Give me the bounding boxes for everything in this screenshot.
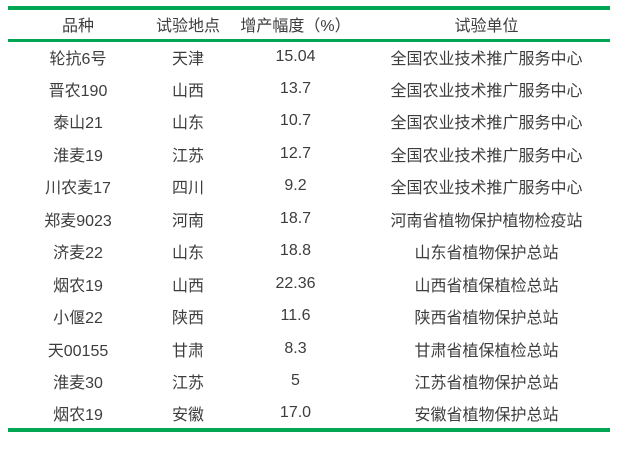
yield-increase-cell: 22.36	[275, 274, 316, 292]
column-header-location: 试验地点	[155, 18, 220, 36]
table-row: 晋农190 山西 13.7 全国农业技术推广服务中心	[8, 73, 610, 106]
variety-cell: 泰山21	[53, 115, 103, 133]
variety-cell: 烟农19	[53, 406, 103, 424]
header-row: 品种 试验地点 增产幅度（%） 试验单位	[8, 8, 610, 40]
table-row: 烟农19 安徽 17.0 安徽省植物保护总站	[8, 398, 610, 431]
variety-cell: 川农麦17	[45, 180, 111, 198]
location-cell: 江苏	[171, 147, 204, 165]
unit-cell: 河南省植物保护植物检疫站	[390, 212, 583, 230]
unit-cell: 安徽省植物保护总站	[414, 406, 559, 424]
column-header-yield-increase: 增产幅度（%）	[240, 18, 351, 36]
location-cell: 河南	[171, 212, 204, 230]
variety-cell: 郑麦9023	[44, 212, 112, 230]
table-row: 轮抗6号 天津 15.04 全国农业技术推广服务中心	[8, 40, 610, 73]
variety-cell: 轮抗6号	[49, 51, 107, 68]
unit-cell: 山东省植物保护总站	[414, 245, 559, 263]
yield-increase-cell: 18.7	[279, 209, 312, 227]
location-cell: 山东	[171, 245, 204, 263]
unit-cell: 陕西省植物保护总站	[414, 310, 559, 328]
location-cell: 天津	[171, 51, 204, 68]
variety-cell: 天00155	[47, 342, 109, 360]
table-header: 品种 试验地点 增产幅度（%） 试验单位	[8, 8, 610, 40]
yield-increase-cell: 5	[291, 372, 300, 390]
column-header-unit: 试验单位	[454, 18, 519, 36]
unit-cell: 全国农业技术推广服务中心	[390, 115, 583, 133]
yield-increase-cell: 13.7	[279, 79, 312, 97]
location-cell: 陕西	[171, 310, 204, 328]
unit-cell: 全国农业技术推广服务中心	[390, 147, 583, 165]
table-row: 天00155 甘肃 8.3 甘肃省植保植检总站	[8, 333, 610, 366]
table-row: 川农麦17 四川 9.2 全国农业技术推广服务中心	[8, 170, 610, 203]
yield-increase-cell: 18.8	[279, 242, 312, 260]
unit-cell: 全国农业技术推广服务中心	[390, 82, 583, 100]
location-cell: 江苏	[171, 375, 204, 393]
variety-cell: 济麦22	[53, 245, 103, 263]
table-row: 泰山21 山东 10.7 全国农业技术推广服务中心	[8, 105, 610, 138]
unit-cell: 全国农业技术推广服务中心	[390, 51, 583, 68]
variety-cell: 小偃22	[53, 310, 103, 328]
table-row: 淮麦30 江苏 5 江苏省植物保护总站	[8, 365, 610, 398]
unit-cell: 江苏省植物保护总站	[414, 375, 559, 393]
location-cell: 山西	[171, 82, 204, 100]
yield-increase-cell: 17.0	[279, 403, 312, 421]
location-cell: 山西	[171, 277, 204, 295]
location-cell: 安徽	[171, 406, 204, 424]
table-body: 轮抗6号 天津 15.04 全国农业技术推广服务中心 晋农190 山西 13.7 全国农业技术…	[8, 40, 610, 430]
variety-cell: 淮麦19	[53, 147, 103, 165]
yield-increase-cell: 9.2	[284, 177, 307, 195]
trial-results-table: 品种 试验地点 增产幅度（%） 试验单位 轮抗6号 天津 15.04 全国农业技术推广服务中…	[8, 6, 610, 432]
unit-cell: 山西省植保植检总站	[414, 277, 559, 295]
table-row: 济麦22 山东 18.8 山东省植物保护总站	[8, 235, 610, 268]
location-cell: 山东	[171, 115, 204, 133]
unit-cell: 全国农业技术推广服务中心	[390, 180, 583, 198]
yield-increase-cell: 15.04	[275, 48, 316, 65]
yield-increase-cell: 8.3	[284, 339, 307, 357]
table-row: 小偃22 陕西 11.6 陕西省植物保护总站	[8, 300, 610, 333]
variety-cell: 晋农190	[48, 82, 108, 100]
column-header-variety: 品种	[61, 18, 94, 36]
yield-increase-cell: 11.6	[280, 307, 311, 325]
table-row: 淮麦19 江苏 12.7 全国农业技术推广服务中心	[8, 138, 610, 171]
unit-cell: 甘肃省植保植检总站	[414, 342, 559, 360]
variety-cell: 烟农19	[53, 277, 103, 295]
table-row: 郑麦9023 河南 18.7 河南省植物保护植物检疫站	[8, 203, 610, 236]
table-row: 烟农19 山西 22.36 山西省植保植检总站	[8, 268, 610, 301]
yield-increase-cell: 10.7	[279, 112, 312, 130]
yield-increase-cell: 12.7	[279, 144, 312, 162]
location-cell: 甘肃	[171, 342, 204, 360]
location-cell: 四川	[171, 180, 204, 198]
variety-cell: 淮麦30	[53, 375, 103, 393]
